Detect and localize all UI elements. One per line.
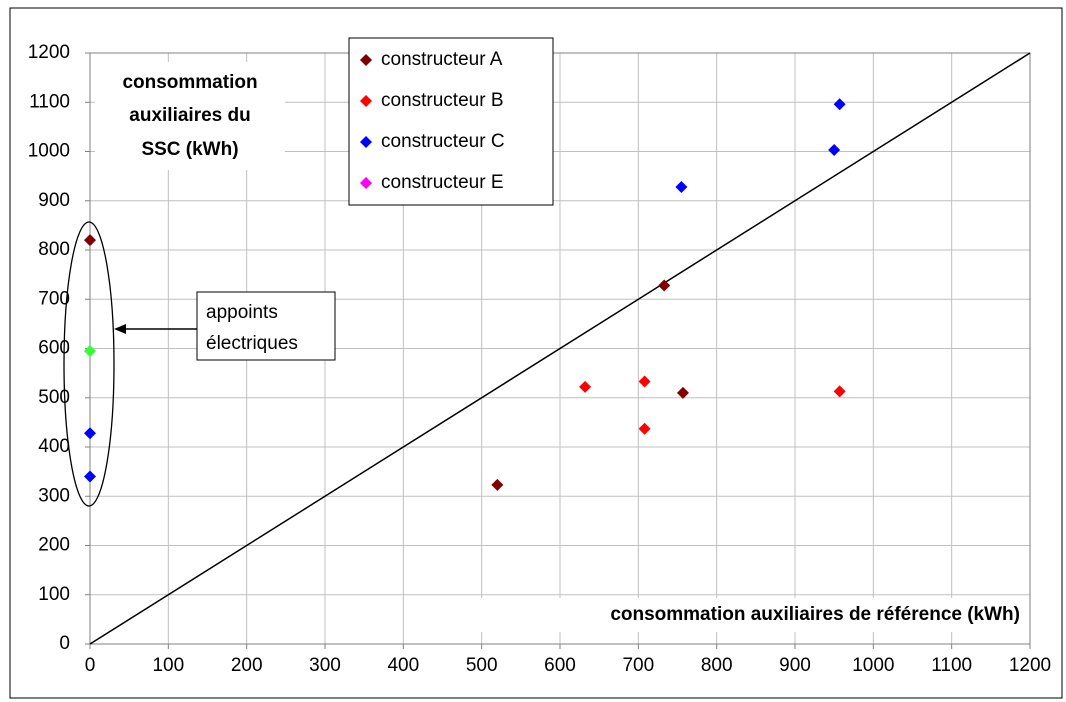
point [833, 385, 846, 398]
point [828, 144, 841, 157]
y-tick-label: 300 [38, 485, 70, 506]
legend-marker [360, 95, 372, 107]
y-axis-label: auxiliaires du [129, 105, 250, 126]
x-tick-label: 400 [387, 655, 419, 676]
legend-marker [360, 177, 372, 189]
y-tick-label: 600 [38, 338, 70, 359]
x-tick-label: 600 [544, 655, 576, 676]
legend-items: constructeur A constructeur B constructeur… [360, 49, 505, 193]
annotation-line: électriques [206, 333, 298, 354]
legend-label: constructeur A [381, 49, 503, 70]
legend-label: constructeur E [381, 172, 504, 193]
point [579, 380, 592, 393]
x-tick-label: 900 [779, 655, 811, 676]
legend-label: constructeur B [381, 90, 504, 111]
point [638, 422, 651, 435]
x-tick-label: 0 [85, 655, 96, 676]
y-tick-label: 1000 [28, 141, 70, 162]
legend-marker [360, 54, 372, 66]
y-axis-label: SSC (kWh) [141, 139, 238, 160]
y-tick-label: 800 [38, 239, 70, 260]
y-tick-label: 100 [38, 584, 70, 605]
highlight-ellipse [63, 221, 115, 507]
x-tick-label: 100 [152, 655, 184, 676]
y-tick-label: 1100 [29, 91, 70, 112]
x-tick-label: 700 [622, 655, 654, 676]
x-tick-label: 200 [231, 655, 263, 676]
point [84, 234, 96, 247]
y-tick-label: 400 [38, 436, 70, 457]
point [833, 98, 846, 111]
point [675, 180, 688, 193]
point [84, 470, 96, 483]
marks [84, 98, 846, 491]
x-axis-label: consommation auxiliaires de référence (k… [610, 604, 1020, 625]
point [84, 427, 96, 440]
arrow-head [114, 324, 126, 334]
y-axis-label: consommation [122, 72, 257, 93]
reference-line [89, 52, 1031, 645]
legend-marker [360, 136, 372, 148]
y-tick-label: 500 [38, 387, 70, 408]
y-label-bg [95, 62, 285, 170]
point [676, 386, 689, 399]
point [658, 279, 671, 292]
y-tick-label: 200 [38, 535, 70, 556]
legend-label: constructeur C [381, 131, 505, 152]
x-tick-label: 800 [701, 655, 733, 676]
x-tick-label: 1200 [1009, 655, 1051, 676]
annotation-box [196, 291, 336, 361]
y-tick-label: 1200 [28, 42, 70, 63]
y-tick-label: 700 [38, 288, 70, 309]
x-tick-label: 1100 [931, 655, 972, 676]
x-tick-label: 300 [309, 655, 341, 676]
annotation-line: appoints [206, 302, 278, 323]
x-tick-label: 1000 [852, 655, 894, 676]
point [491, 478, 504, 491]
point [638, 375, 651, 388]
x-tick-label: 500 [466, 655, 498, 676]
x-label-bg [432, 598, 1026, 632]
y-tick-label: 0 [59, 633, 70, 654]
point [84, 344, 96, 357]
y-tick-label: 900 [38, 190, 70, 211]
legend [348, 37, 554, 206]
